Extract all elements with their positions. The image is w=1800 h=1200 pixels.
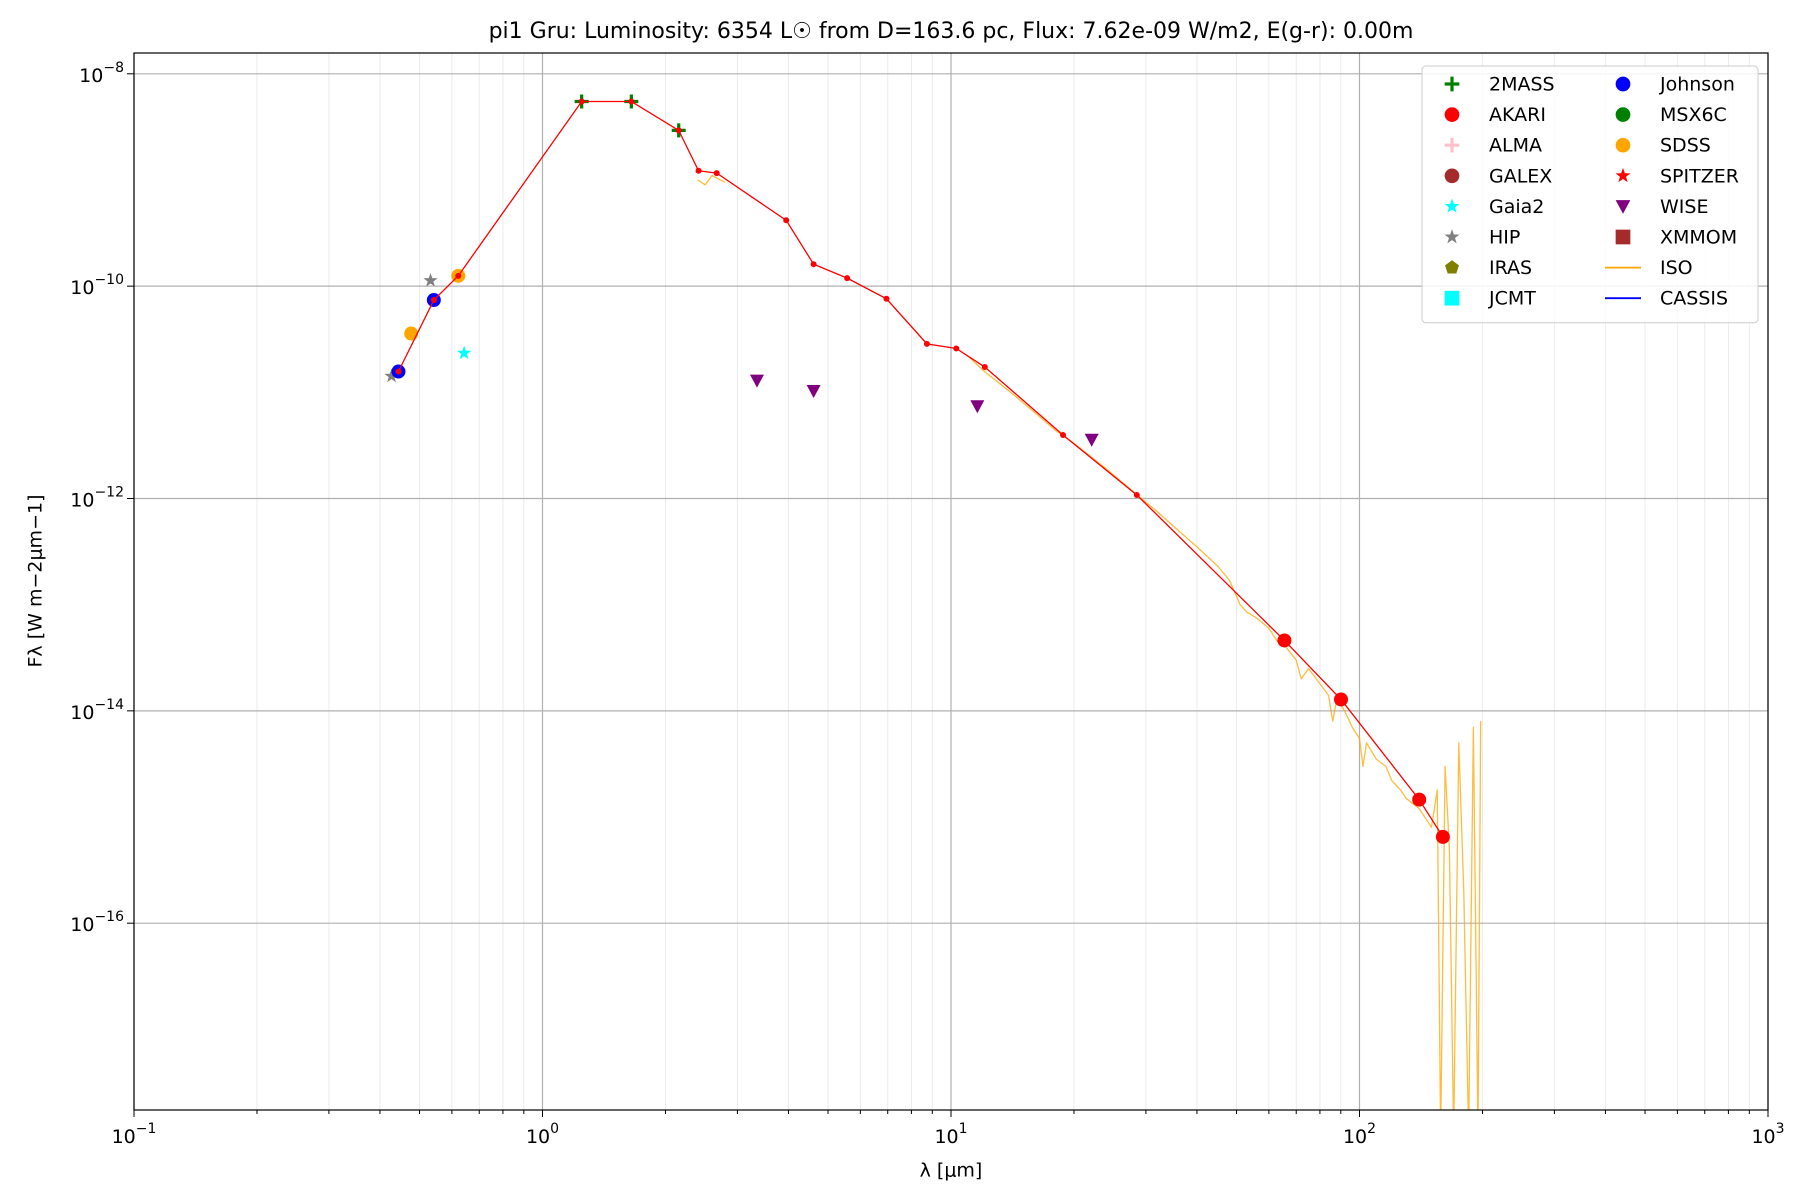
model-point: [1281, 637, 1288, 644]
marker: [1444, 290, 1460, 306]
x-tick-label: 101: [934, 1121, 967, 1148]
legend-label: JCMT: [1488, 288, 1536, 310]
model-point: [883, 295, 890, 302]
marker: [1615, 107, 1631, 122]
model-point: [953, 345, 960, 352]
marker: [1615, 167, 1631, 183]
model-point: [1338, 696, 1345, 703]
marker: [423, 273, 438, 287]
model-point: [675, 127, 682, 134]
marker: [1615, 200, 1631, 214]
model-point: [430, 297, 437, 304]
model-point: [395, 368, 402, 375]
legend-label: Gaia2: [1489, 196, 1544, 218]
y-tick-label: 10−8: [79, 60, 124, 87]
model-point: [1133, 491, 1140, 498]
model-point: [455, 272, 462, 279]
model-point: [695, 167, 702, 174]
x-tick-label: 103: [1751, 1121, 1784, 1148]
model-point: [578, 98, 585, 105]
marker: [457, 345, 472, 360]
marker: [1445, 260, 1459, 274]
marker: [970, 400, 985, 414]
legend-label: ISO: [1660, 257, 1693, 279]
marker: [1444, 198, 1460, 213]
marker: [1615, 76, 1631, 92]
legend-label: MSX6C: [1660, 104, 1727, 126]
marker: [1444, 168, 1460, 184]
marker: [749, 374, 764, 388]
marker: [404, 326, 419, 341]
legend-label: CASSIS: [1660, 288, 1728, 310]
legend-frame: [1421, 65, 1759, 324]
marker: [1444, 76, 1460, 92]
legend-label: Johnson: [1659, 74, 1735, 96]
legend-label: WISE: [1660, 196, 1708, 218]
x-axis-label: λ [μm]: [920, 1160, 983, 1182]
y-tick-label: 10−12: [70, 484, 124, 511]
legend-label: 2MASS: [1489, 74, 1555, 96]
y-tick-label: 10−14: [70, 697, 124, 724]
model-point: [981, 364, 988, 371]
legend: 2MASS AKARI ALMA GALEX Gaia2 HIP IRAS JCMT Johns…: [1421, 65, 1759, 324]
legend-label: HIP: [1489, 227, 1520, 249]
spectrum-line: [697, 174, 1482, 1110]
y-axis-label: Fλ [W m−2μm−1]: [25, 495, 47, 668]
legend-label: SPITZER: [1660, 165, 1739, 187]
plot-frame: [133, 52, 1769, 1111]
model-point: [628, 98, 635, 105]
legend-label: GALEX: [1489, 165, 1552, 187]
legend-label: SDSS: [1660, 135, 1711, 157]
model-point: [713, 170, 720, 177]
legend-label: IRAS: [1489, 257, 1532, 279]
marker: [384, 368, 399, 383]
legend-label: XMMOM: [1660, 227, 1737, 249]
marker: [1615, 229, 1631, 245]
marker: [1444, 137, 1460, 153]
model-point: [810, 261, 817, 268]
model-point: [1059, 432, 1066, 439]
model-point: [923, 340, 930, 347]
model-point: [1439, 833, 1446, 840]
plot-area: [384, 94, 1482, 1110]
marker: [1444, 107, 1460, 122]
y-tick-label: 10−10: [70, 272, 124, 299]
marker: [806, 384, 821, 398]
x-tick-label: 100: [526, 1121, 559, 1148]
model-point: [783, 217, 790, 224]
y-tick-label: 10−16: [70, 909, 124, 936]
legend-label: AKARI: [1489, 104, 1546, 126]
legend-label: ALMA: [1489, 135, 1542, 157]
model-point: [1416, 796, 1423, 803]
marker: [1615, 137, 1631, 153]
model-point: [844, 275, 851, 282]
chart-title: pi1 Gru: Luminosity: 6354 L☉ from D=163.…: [489, 19, 1414, 44]
marker: [1444, 229, 1460, 244]
marker: [1084, 433, 1099, 447]
x-tick-label: 10−1: [112, 1121, 157, 1148]
x-tick-label: 102: [1343, 1121, 1376, 1148]
